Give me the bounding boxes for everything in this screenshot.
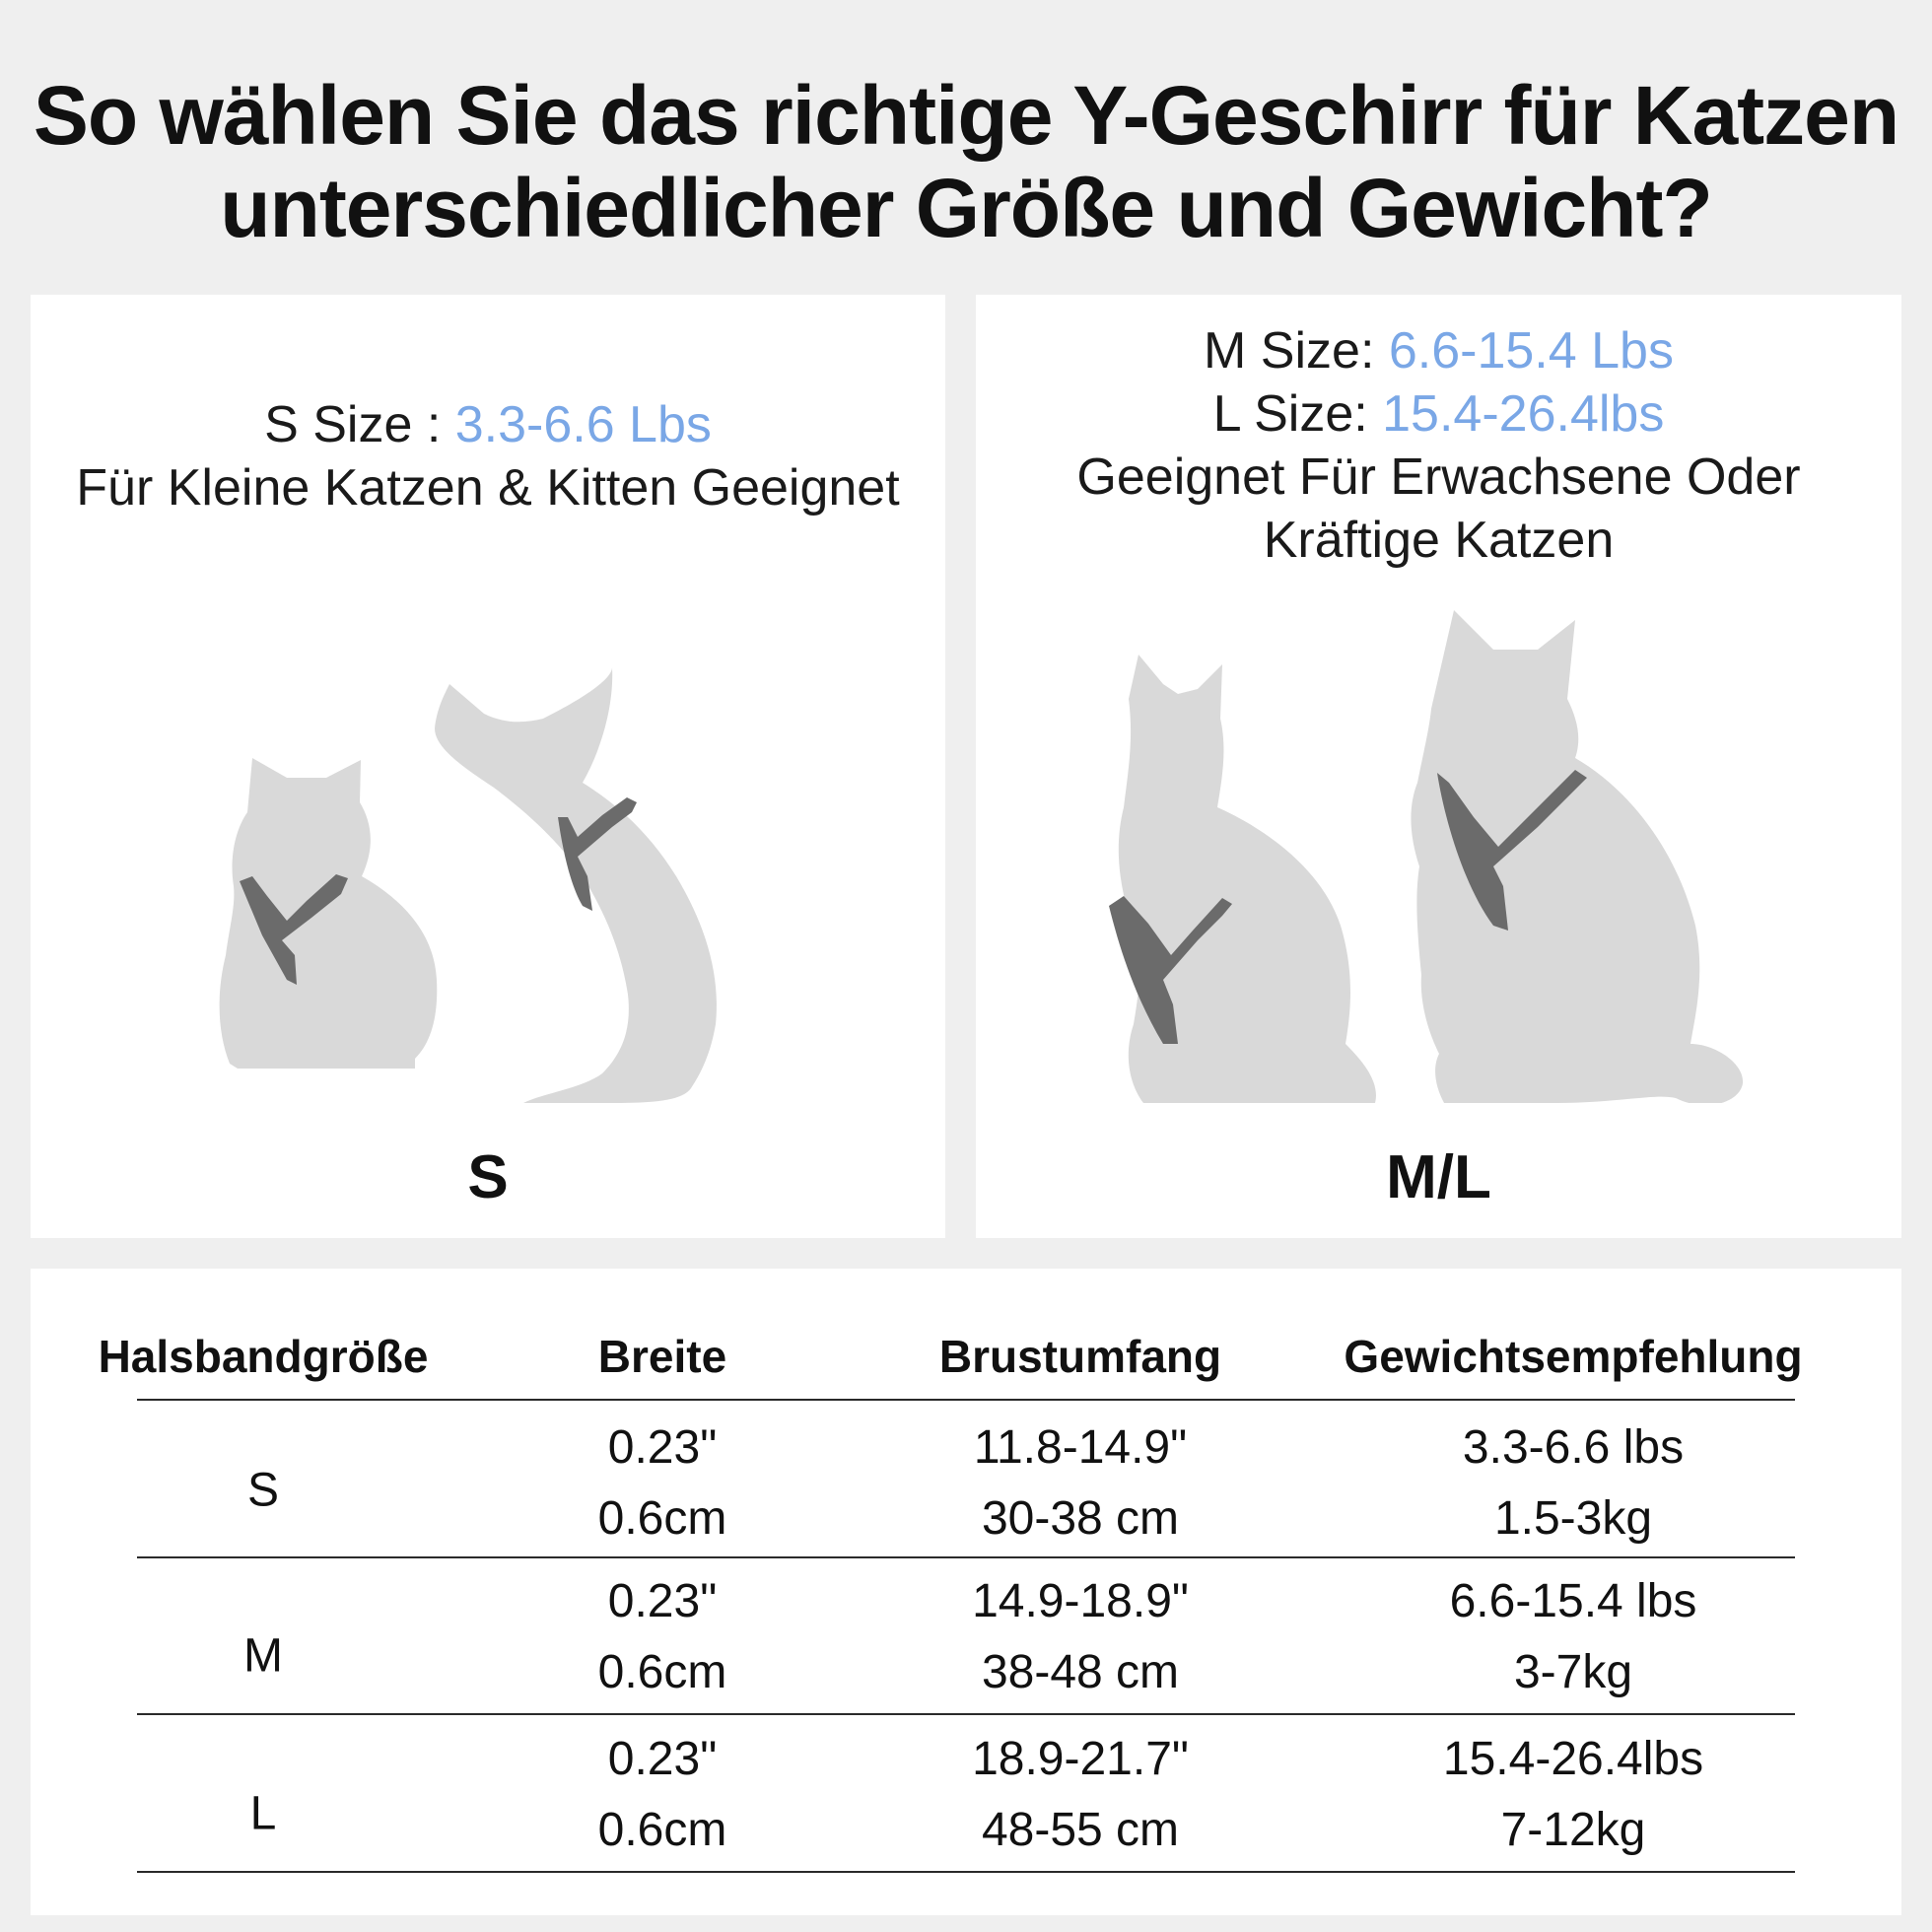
weight-lbs: 15.4-26.4lbs	[1442, 1733, 1704, 1785]
row-l-width: 0.23" 0.6cm	[598, 1724, 727, 1866]
row-l-chest: 18.9-21.7" 48-55 cm	[972, 1724, 1189, 1866]
chest-inches: 18.9-21.7"	[972, 1733, 1189, 1785]
row-s-chest: 11.8-14.9" 30-38 cm	[974, 1413, 1187, 1554]
size-ml-panel: M Size: 6.6-15.4 Lbs L Size: 15.4-26.4lb…	[976, 295, 1901, 1238]
table-divider	[137, 1713, 1795, 1715]
size-s-label: S Size :	[264, 396, 455, 453]
small-cats-illustration	[219, 667, 717, 1103]
row-m-width: 0.23" 0.6cm	[598, 1566, 727, 1708]
size-s-caption: S	[467, 1143, 509, 1211]
size-s-description: Für Kleine Katzen & Kitten Geeignet	[76, 459, 900, 517]
table-divider	[137, 1871, 1795, 1873]
weight-kg: 7-12kg	[1500, 1804, 1646, 1856]
chest-inches: 14.9-18.9"	[972, 1575, 1189, 1627]
size-m-label: M Size:	[1204, 322, 1389, 380]
row-m-chest: 14.9-18.9" 38-48 cm	[972, 1566, 1189, 1708]
page-title: So wählen Sie das richtige Y-Geschirr fü…	[0, 69, 1932, 254]
table-divider	[137, 1556, 1795, 1558]
chest-cm: 48-55 cm	[981, 1804, 1180, 1856]
row-s-width: 0.23" 0.6cm	[598, 1413, 727, 1554]
width-cm: 0.6cm	[597, 1646, 727, 1698]
size-s-panel: S Size : 3.3-6.6 Lbs Für Kleine Katzen &…	[31, 295, 945, 1238]
chest-inches: 11.8-14.9"	[973, 1421, 1188, 1474]
row-m-weight: 6.6-15.4 lbs 3-7kg	[1450, 1566, 1697, 1708]
size-ml-description-line-2: Kräftige Katzen	[1263, 512, 1615, 569]
size-s-value: 3.3-6.6 Lbs	[454, 396, 712, 453]
title-line-1: So wählen Sie das richtige Y-Geschirr fü…	[33, 69, 1899, 162]
row-size-l: L	[249, 1787, 277, 1840]
chest-cm: 30-38 cm	[981, 1492, 1180, 1545]
width-cm: 0.6cm	[597, 1804, 727, 1856]
header-collar-size: Halsbandgröße	[98, 1331, 429, 1382]
row-s-weight: 3.3-6.6 lbs 1.5-3kg	[1463, 1413, 1684, 1554]
size-m-range-line: M Size: 6.6-15.4 Lbs	[976, 319, 1901, 382]
width-cm: 0.6cm	[597, 1492, 727, 1545]
table-divider	[137, 1399, 1795, 1401]
size-m-value: 6.6-15.4 Lbs	[1388, 322, 1674, 380]
row-size-s: S	[246, 1464, 280, 1517]
large-cats-illustration	[1109, 610, 1744, 1103]
row-l-weight: 15.4-26.4lbs 7-12kg	[1443, 1724, 1703, 1866]
header-width: Breite	[597, 1331, 727, 1382]
kitten-silhouette	[219, 758, 438, 1069]
size-ml-description-line-1: Geeignet Für Erwachsene Oder	[1076, 448, 1801, 506]
row-size-m: M	[243, 1629, 283, 1683]
young-cat-silhouette	[435, 667, 717, 1103]
width-inches: 0.23"	[607, 1575, 718, 1627]
width-inches: 0.23"	[607, 1733, 718, 1785]
width-inches: 0.23"	[607, 1421, 718, 1474]
large-cat-silhouette	[1411, 610, 1744, 1103]
size-ml-info: M Size: 6.6-15.4 Lbs L Size: 15.4-26.4lb…	[976, 319, 1901, 572]
weight-kg: 1.5-3kg	[1493, 1492, 1653, 1545]
size-l-label: L Size:	[1212, 385, 1383, 443]
header-chest: Brustumfang	[938, 1331, 1222, 1382]
weight-kg: 3-7kg	[1513, 1646, 1633, 1698]
adult-cat-silhouette	[1109, 655, 1376, 1103]
size-s-info: S Size : 3.3-6.6 Lbs Für Kleine Katzen &…	[31, 393, 945, 519]
size-l-value: 15.4-26.4lbs	[1382, 385, 1665, 443]
size-table: Halsbandgröße Breite Brustumfang Gewicht…	[31, 1269, 1901, 1915]
chest-cm: 38-48 cm	[981, 1646, 1180, 1698]
size-ml-caption: M/L	[1386, 1143, 1491, 1211]
header-weight: Gewichtsempfehlung	[1344, 1331, 1803, 1382]
weight-lbs: 6.6-15.4 lbs	[1449, 1575, 1697, 1627]
title-line-2: unterschiedlicher Größe und Gewicht?	[220, 162, 1713, 254]
size-s-range-line: S Size : 3.3-6.6 Lbs	[31, 393, 945, 456]
weight-lbs: 3.3-6.6 lbs	[1462, 1421, 1685, 1474]
size-l-range-line: L Size: 15.4-26.4lbs	[976, 382, 1901, 446]
